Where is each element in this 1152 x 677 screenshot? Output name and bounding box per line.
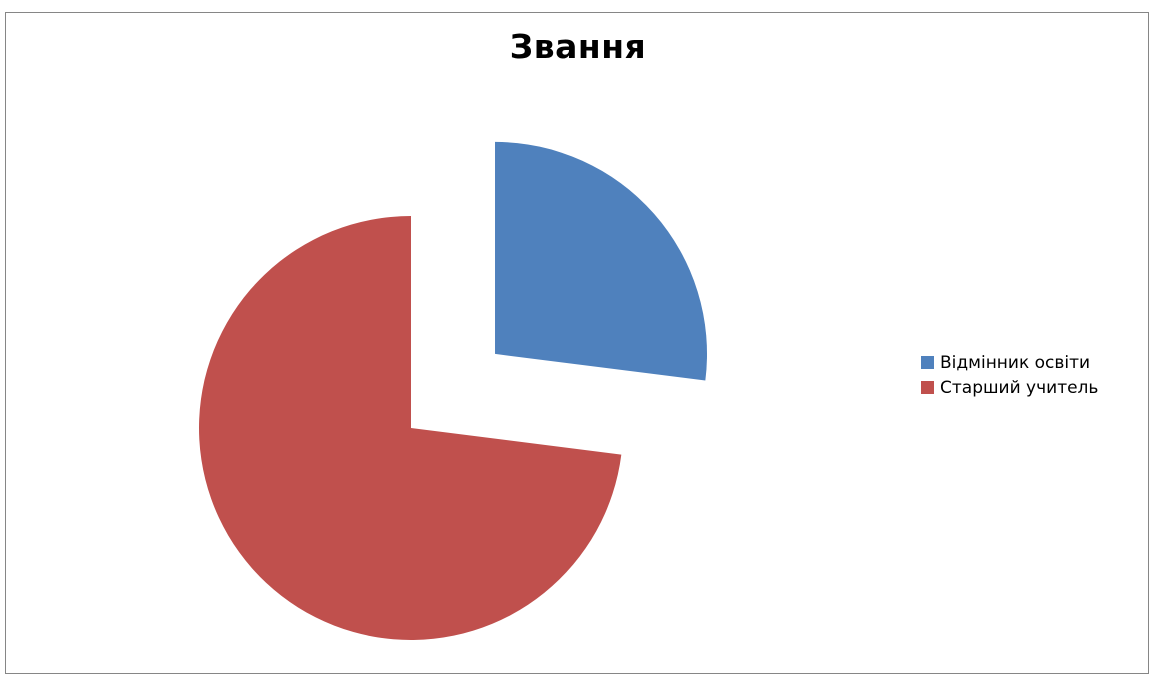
legend-label: Відмінник освіти: [940, 352, 1091, 373]
pie-plot: [199, 141, 708, 640]
chart-title: Звання: [509, 27, 647, 66]
legend-swatch: [921, 356, 934, 369]
pie-slice-1: [495, 141, 708, 381]
legend-swatch: [921, 381, 934, 394]
legend-item: Відмінник освіти: [921, 350, 1098, 375]
pie-slice-2: [199, 216, 622, 640]
chart-area: Звання Відмінник освіти Старший учитель: [5, 12, 1149, 674]
legend: Відмінник освіти Старший учитель: [921, 350, 1098, 400]
legend-label: Старший учитель: [940, 377, 1099, 398]
legend-item: Старший учитель: [921, 375, 1098, 400]
